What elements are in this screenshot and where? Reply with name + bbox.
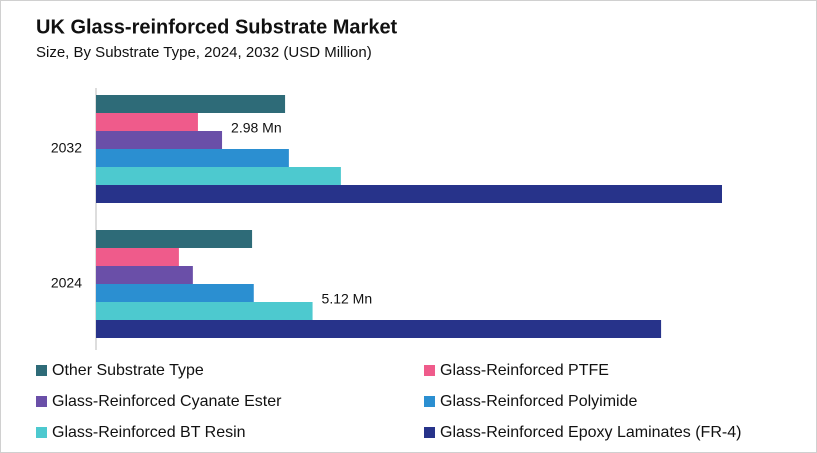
bar: [96, 302, 313, 320]
bar: [96, 167, 341, 185]
legend-label: Other Substrate Type: [52, 362, 204, 379]
bar: [96, 185, 722, 203]
bar: [96, 95, 286, 113]
bar: [96, 149, 289, 167]
legend-swatch: [36, 396, 47, 407]
legend-label: Glass-Reinforced Cyanate Ester: [52, 393, 282, 410]
legend-swatch: [36, 365, 47, 376]
bar: [96, 113, 198, 131]
bar: [96, 266, 193, 284]
legend-swatch: [424, 427, 435, 438]
category-label: 2024: [51, 275, 82, 291]
legend-label: Glass-Reinforced BT Resin: [52, 424, 246, 441]
bar: [96, 320, 662, 338]
legend-label: Glass-Reinforced Epoxy Laminates (FR-4): [440, 424, 741, 441]
bar: [96, 230, 253, 248]
category-label: 2032: [51, 140, 82, 156]
bar: [96, 131, 223, 149]
legend-swatch: [424, 396, 435, 407]
bar: [96, 248, 179, 266]
data-label: 2.98 Mn: [231, 120, 282, 136]
data-label: 5.12 Mn: [322, 291, 373, 307]
legend-swatch: [424, 365, 435, 376]
legend-label: Glass-Reinforced PTFE: [440, 362, 609, 379]
chart-subtitle: Size, By Substrate Type, 2024, 2032 (USD…: [36, 44, 372, 61]
legend-label: Glass-Reinforced Polyimide: [440, 393, 638, 410]
chart-title: UK Glass-reinforced Substrate Market: [36, 16, 398, 38]
bar: [96, 284, 254, 302]
legend-swatch: [36, 427, 47, 438]
